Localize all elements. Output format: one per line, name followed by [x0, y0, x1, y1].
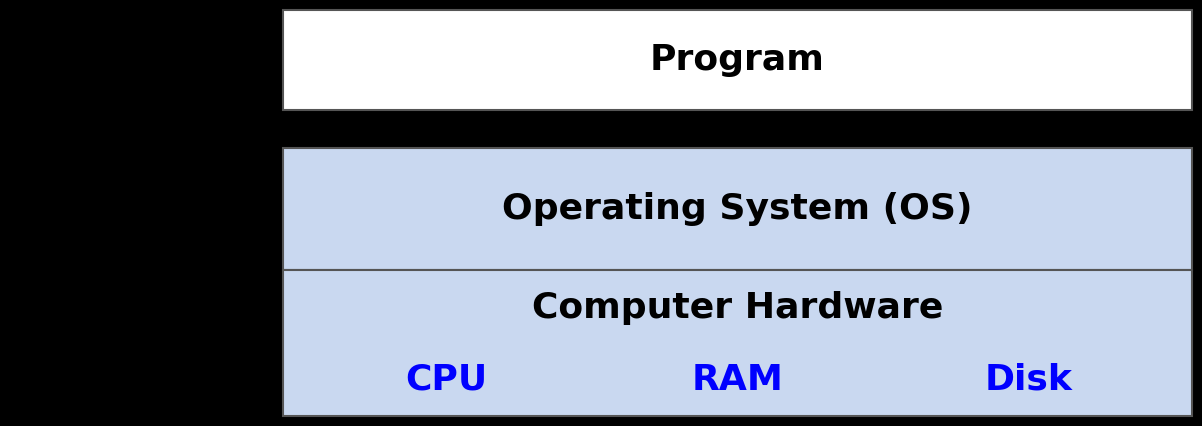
Text: CPU: CPU — [405, 363, 488, 397]
Bar — [282, 10, 1192, 110]
Bar — [282, 148, 1192, 270]
Text: Program: Program — [650, 43, 825, 77]
Text: Disk: Disk — [984, 363, 1072, 397]
Text: Operating System (OS): Operating System (OS) — [502, 192, 972, 226]
Text: Computer Hardware: Computer Hardware — [531, 291, 944, 325]
Bar — [282, 270, 1192, 416]
Text: RAM: RAM — [691, 363, 784, 397]
